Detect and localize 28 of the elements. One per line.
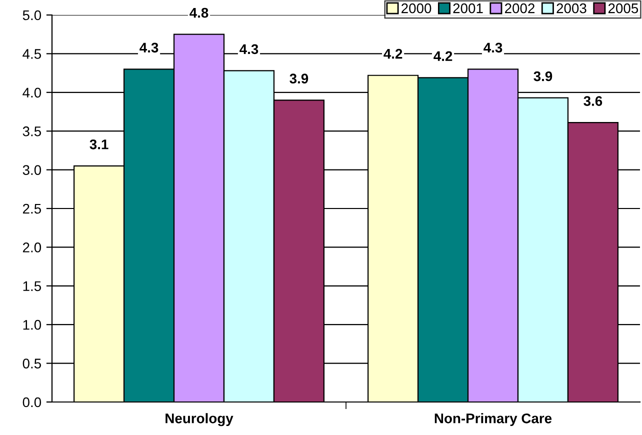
x-tick-label: Non-Primary Care <box>434 413 552 426</box>
data-label: 3.6 <box>584 96 602 106</box>
data-label: 4.8 <box>190 8 208 18</box>
data-label: 4.2 <box>434 51 452 61</box>
data-label: 3.9 <box>534 71 552 82</box>
legend-label: 2002 <box>504 3 534 14</box>
y-tick-label: 0.0 <box>22 397 42 408</box>
y-tick-label: 0.5 <box>22 358 42 368</box>
legend-label: 2000 <box>402 3 432 14</box>
y-tick-label: 2.5 <box>22 204 42 214</box>
legend-label: 2001 <box>453 3 483 14</box>
data-label: 3.9 <box>290 74 308 84</box>
legend-label: 2003 <box>556 3 586 14</box>
y-tick-label: 4.5 <box>22 49 42 59</box>
y-tick-label: 1.5 <box>23 281 42 292</box>
data-label: 4.3 <box>140 42 158 53</box>
data-label: 3.1 <box>90 139 108 150</box>
data-label: 4.2 <box>384 48 402 59</box>
y-tick-label: 4.0 <box>22 88 42 98</box>
y-tick-label: 3.5 <box>22 126 42 136</box>
y-tick-label: 3.0 <box>22 165 42 175</box>
x-tick-label: Neurology <box>166 413 234 426</box>
data-label: 4.3 <box>240 44 258 54</box>
legend-label: 2005 <box>608 3 638 14</box>
y-tick-label: 1.0 <box>23 320 42 330</box>
y-tick-label: 5.0 <box>22 10 42 20</box>
y-tick-label: 2.0 <box>22 242 42 252</box>
data-label: 4.3 <box>484 42 502 53</box>
